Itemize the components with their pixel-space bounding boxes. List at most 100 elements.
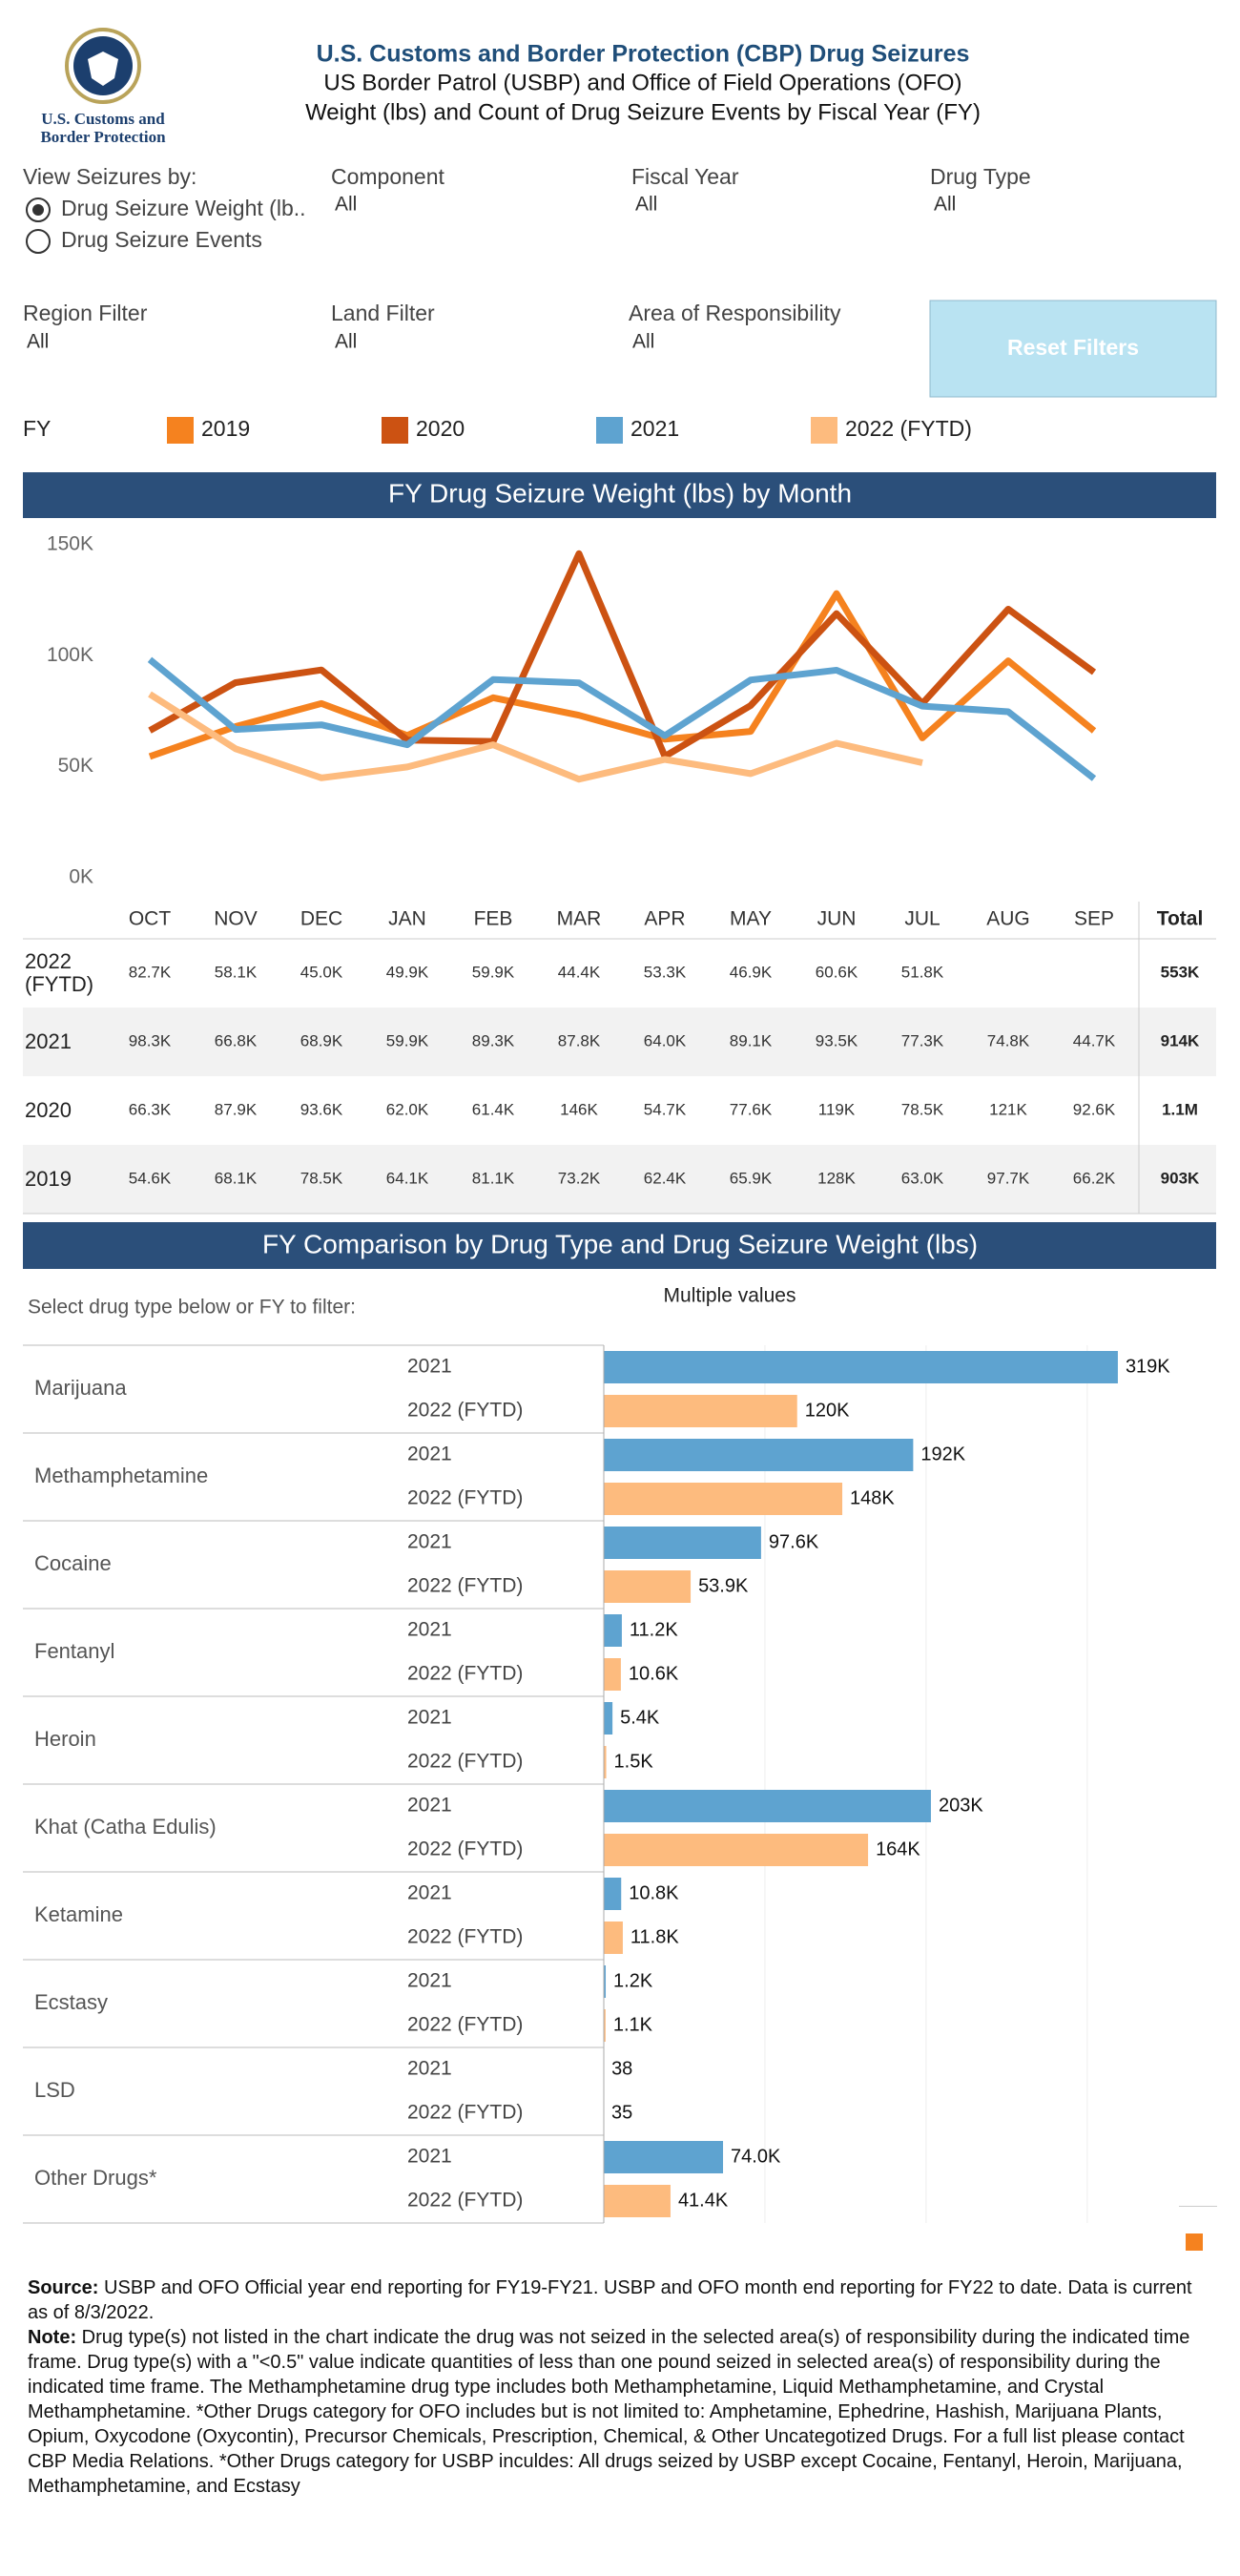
series-row-label: 2021	[407, 1707, 452, 1729]
bar	[604, 1527, 761, 1559]
filter-label: View Seizures by:	[23, 164, 196, 189]
table-value: 49.9K	[386, 963, 429, 981]
category-label: Cocaine	[34, 1551, 112, 1575]
value-label: 97.6K	[769, 1531, 819, 1552]
table-value: 87.9K	[215, 1100, 258, 1118]
series-row-label: 2022 (FYTD)	[407, 1839, 523, 1860]
value-label: 35	[611, 2102, 632, 2123]
table-value: 119K	[818, 1100, 856, 1118]
bar	[604, 1965, 607, 1998]
row-header: 2019	[25, 1167, 72, 1191]
x-tick-label: JAN	[388, 908, 426, 930]
source-note: Source: USBP and OFO Official year end r…	[28, 2275, 1215, 2325]
value-label: 5.4K	[620, 1707, 660, 1728]
row-header-box: 2021	[25, 1030, 72, 1053]
y-tick-label: 50K	[58, 755, 93, 777]
table-value: 92.6K	[1073, 1100, 1116, 1118]
corner-icon	[1186, 2233, 1203, 2251]
series-row-label: 2021	[407, 1882, 452, 1904]
legend-label: 2019	[201, 416, 250, 441]
series-row-label: 2021	[407, 1356, 452, 1378]
filter-value[interactable]: All	[335, 194, 357, 216]
radio[interactable]	[26, 229, 51, 254]
bar	[604, 2141, 724, 2173]
series-line	[147, 656, 1097, 781]
row-header-box: 2019	[25, 1167, 72, 1191]
series-row-label: 2022 (FYTD)	[407, 1575, 523, 1597]
bar	[604, 1395, 797, 1427]
table-value: 46.9K	[730, 963, 773, 981]
table-value: 68.1K	[215, 1169, 258, 1187]
legend-label: 2021	[630, 416, 679, 441]
logo-text: Border Protection	[40, 128, 166, 146]
filter-value[interactable]: All	[632, 331, 654, 353]
table-value: 45.0K	[300, 963, 343, 981]
bar	[604, 1746, 607, 1778]
value-label: 148K	[850, 1487, 895, 1508]
legend-swatch	[811, 417, 837, 444]
dashboard: U.S. Customs and Border Protection U.S. …	[23, 28, 1217, 2251]
filter-value[interactable]: All	[934, 194, 956, 216]
title-bar	[23, 1222, 1216, 1269]
table-value: 66.8K	[215, 1031, 258, 1049]
radio-label[interactable]: Drug Seizure Events	[61, 227, 262, 252]
series-line	[148, 590, 1097, 760]
total-header: Total	[1157, 908, 1204, 930]
table-value: 82.7K	[129, 963, 172, 981]
series-row-label: 2021	[407, 1795, 452, 1817]
filter-value[interactable]: All	[335, 331, 357, 353]
table-value: 77.6K	[730, 1100, 773, 1118]
value-label: 11.2K	[630, 1619, 678, 1640]
category-label: Khat (Catha Edulis)	[34, 1815, 217, 1839]
table-value: 74.8K	[987, 1031, 1030, 1049]
filter-value[interactable]: All	[635, 194, 657, 216]
value-label: 164K	[876, 1839, 920, 1859]
bar	[604, 1614, 622, 1647]
x-tick-label: JUL	[904, 908, 940, 930]
note-label: Note:	[28, 2327, 77, 2348]
row-header-box: 2020	[25, 1098, 72, 1122]
value-label: 1.1K	[613, 2014, 653, 2035]
bar	[604, 1570, 692, 1603]
y-tick-label: 0K	[69, 866, 93, 888]
x-tick-label: APR	[644, 908, 685, 930]
filter-value[interactable]: All	[27, 331, 49, 353]
legend-swatch	[596, 417, 623, 444]
table-value: 63.0K	[901, 1169, 944, 1187]
value-label: 10.8K	[629, 1882, 679, 1903]
legend-label: 2022 (FYTD)	[845, 416, 972, 441]
note: Note: Drug type(s) not listed in the cha…	[28, 2325, 1215, 2499]
table-total: 903K	[1161, 1169, 1200, 1187]
filter-value[interactable]: Multiple values	[664, 1285, 796, 1307]
row-header-box: 2022 (FYTD)	[25, 950, 93, 996]
reset-button[interactable]	[929, 300, 1217, 398]
value-label: 319K	[1126, 1356, 1170, 1377]
table-row-bg	[23, 939, 1216, 1008]
bar	[604, 1439, 914, 1471]
note-text: Drug type(s) not listed in the chart ind…	[28, 2327, 1190, 2497]
table-total: 1.1M	[1162, 1100, 1198, 1118]
notes: Source: USBP and OFO Official year end r…	[28, 2275, 1215, 2499]
series-row-label: 2022 (FYTD)	[407, 1751, 523, 1773]
series-row-label: 2022 (FYTD)	[407, 1926, 523, 1948]
value-label: 10.6K	[629, 1663, 679, 1684]
table-value: 81.1K	[472, 1169, 515, 1187]
category-label: Marijuana	[34, 1376, 127, 1400]
table-row-bg	[23, 1008, 1216, 1076]
row-header: 2020	[25, 1098, 72, 1122]
table-value: 64.0K	[644, 1031, 687, 1049]
value-label: 1.5K	[614, 1751, 654, 1772]
bar	[604, 2009, 606, 2042]
series-row-label: 2022 (FYTD)	[407, 1487, 523, 1509]
x-tick-label: DEC	[300, 908, 342, 930]
table-value: 53.3K	[644, 963, 687, 981]
value-label: 192K	[920, 1444, 965, 1465]
category-label: Ketamine	[34, 1902, 123, 1926]
table-total: 553K	[1161, 963, 1200, 981]
value-label: 38	[611, 2058, 632, 2079]
reset-button-label[interactable]: Reset Filters	[1007, 335, 1139, 360]
category-label: Ecstasy	[34, 1990, 108, 2014]
table-value: 68.9K	[300, 1031, 343, 1049]
radio-label[interactable]: Drug Seizure Weight (lb..	[61, 196, 306, 220]
